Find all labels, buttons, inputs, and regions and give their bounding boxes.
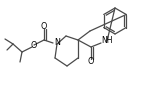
Text: N: N xyxy=(54,38,60,47)
Text: O: O xyxy=(88,58,94,67)
Text: O: O xyxy=(41,22,47,31)
Text: NH: NH xyxy=(101,36,112,45)
Text: O: O xyxy=(30,40,37,50)
